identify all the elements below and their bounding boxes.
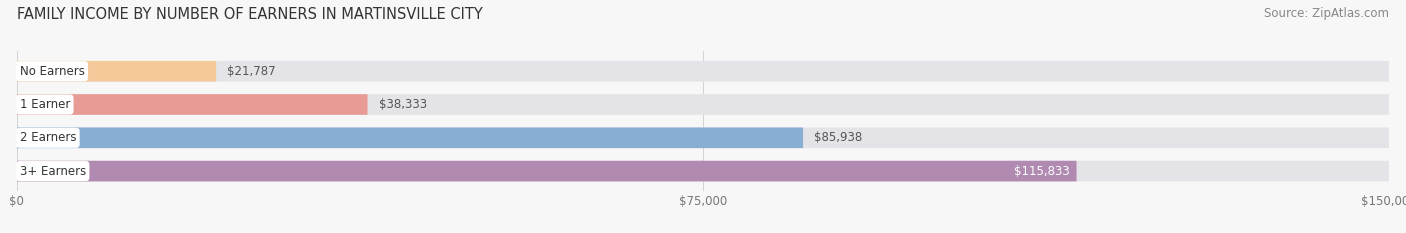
Text: No Earners: No Earners — [20, 65, 84, 78]
FancyBboxPatch shape — [17, 161, 1077, 182]
FancyBboxPatch shape — [17, 61, 1389, 82]
Text: $115,833: $115,833 — [1014, 164, 1070, 178]
FancyBboxPatch shape — [17, 94, 367, 115]
Text: FAMILY INCOME BY NUMBER OF EARNERS IN MARTINSVILLE CITY: FAMILY INCOME BY NUMBER OF EARNERS IN MA… — [17, 7, 482, 22]
FancyBboxPatch shape — [17, 127, 1389, 148]
FancyBboxPatch shape — [17, 94, 1389, 115]
FancyBboxPatch shape — [17, 61, 217, 82]
Text: $85,938: $85,938 — [814, 131, 862, 144]
FancyBboxPatch shape — [17, 161, 1389, 182]
Text: $38,333: $38,333 — [378, 98, 426, 111]
FancyBboxPatch shape — [17, 127, 803, 148]
Text: 1 Earner: 1 Earner — [20, 98, 70, 111]
Text: $21,787: $21,787 — [228, 65, 276, 78]
Text: 2 Earners: 2 Earners — [20, 131, 76, 144]
Text: Source: ZipAtlas.com: Source: ZipAtlas.com — [1264, 7, 1389, 20]
Text: 3+ Earners: 3+ Earners — [20, 164, 86, 178]
